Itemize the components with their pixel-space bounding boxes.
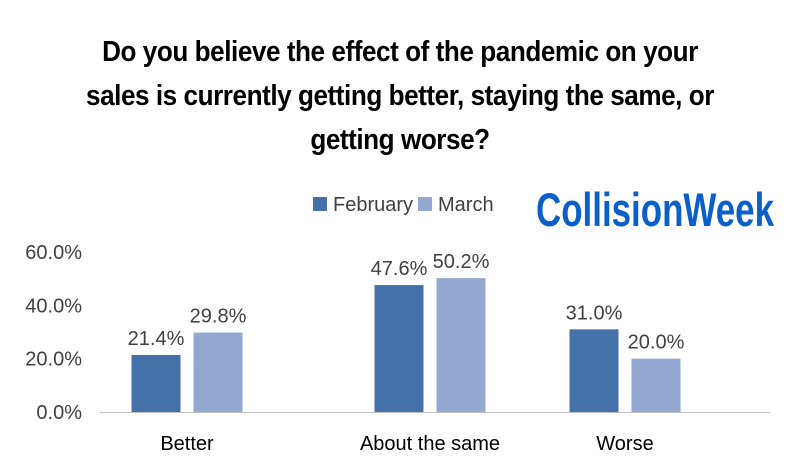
logo-text: CollisionWeek <box>536 183 775 236</box>
y-tick-label: 0.0% <box>36 402 82 424</box>
legend-label: February <box>333 194 413 216</box>
data-label: 50.2% <box>433 251 490 273</box>
y-axis: 0.0% 20.0% 40.0% 60.0% <box>25 242 82 424</box>
x-axis: Better About the same Worse <box>100 412 770 455</box>
bar <box>569 329 619 412</box>
data-label: 47.6% <box>371 258 428 280</box>
bar <box>436 278 486 412</box>
y-tick-label: 60.0% <box>25 242 82 264</box>
legend-label: March <box>438 194 494 216</box>
bar <box>631 358 681 412</box>
legend: February March <box>313 194 494 216</box>
bars: 21.4%29.8% 47.6% 50.2% 31.0%20.0% <box>128 251 685 412</box>
collisionweek-logo: CollisionWeek <box>536 183 775 236</box>
bar <box>131 354 181 412</box>
data-label: 29.8% <box>190 306 247 328</box>
legend-swatch <box>418 197 432 211</box>
category-label: About the same <box>360 433 500 455</box>
y-tick-label: 20.0% <box>25 349 82 371</box>
data-label: 20.0% <box>628 332 685 354</box>
chart-title: Do you believe the effect of the pandemi… <box>86 36 714 156</box>
bar <box>193 332 243 412</box>
data-label: 21.4% <box>128 328 185 350</box>
data-label: 31.0% <box>566 302 623 324</box>
category-label: Worse <box>596 433 653 455</box>
legend-swatch <box>313 197 327 211</box>
category-label: Better <box>160 433 214 455</box>
bar <box>374 285 424 412</box>
y-tick-label: 40.0% <box>25 295 82 317</box>
